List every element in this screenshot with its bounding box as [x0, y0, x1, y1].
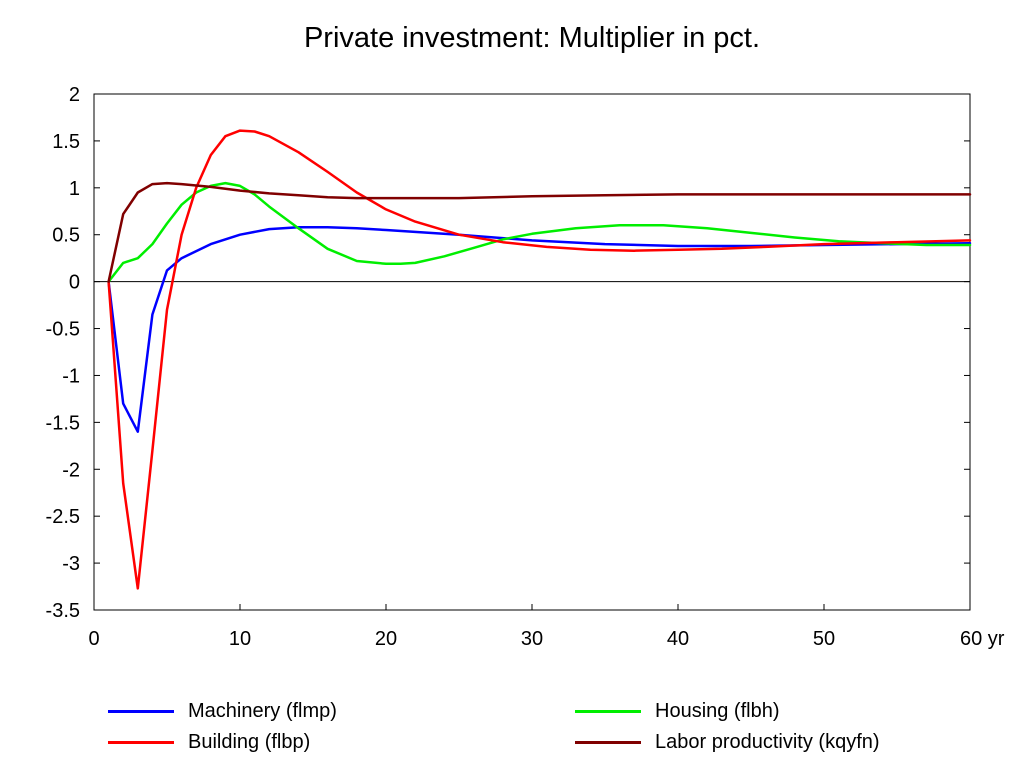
y-tick-label: -0.5: [46, 319, 80, 341]
x-tick-label: 30: [521, 628, 543, 650]
series-line-machinery-flmp: [107, 225, 972, 433]
y-tick-label: -2.5: [46, 506, 80, 528]
y-tick-label: -3: [62, 553, 80, 575]
series-line-labor-productivity-kqyfn: [107, 181, 972, 283]
plot-frame: [93, 93, 971, 611]
y-tick-label: 0.5: [52, 225, 80, 247]
series-line-housing-flbh: [107, 181, 972, 283]
y-tick-label: -2: [62, 459, 80, 481]
y-tick-label: -3.5: [46, 600, 80, 622]
y-tick-label: 1: [69, 178, 80, 200]
x-tick-label: 10: [229, 628, 251, 650]
y-tick-label: 1.5: [52, 131, 80, 153]
chart-title: Private investment: Multiplier in pct.: [303, 22, 761, 54]
series-line-building-flbp: [107, 129, 972, 590]
x-tick-label: 20: [375, 628, 397, 650]
x-tick-label: 0: [88, 628, 99, 650]
y-tick-label: 0: [69, 272, 80, 294]
y-tick-label: -1: [62, 365, 80, 387]
x-tick-label: 50: [813, 628, 835, 650]
x-tick-label: 40: [667, 628, 689, 650]
x-tick-label: 60 yr: [960, 628, 1005, 650]
y-tick-label: 2: [69, 84, 80, 106]
y-tick-label: -1.5: [46, 412, 80, 434]
